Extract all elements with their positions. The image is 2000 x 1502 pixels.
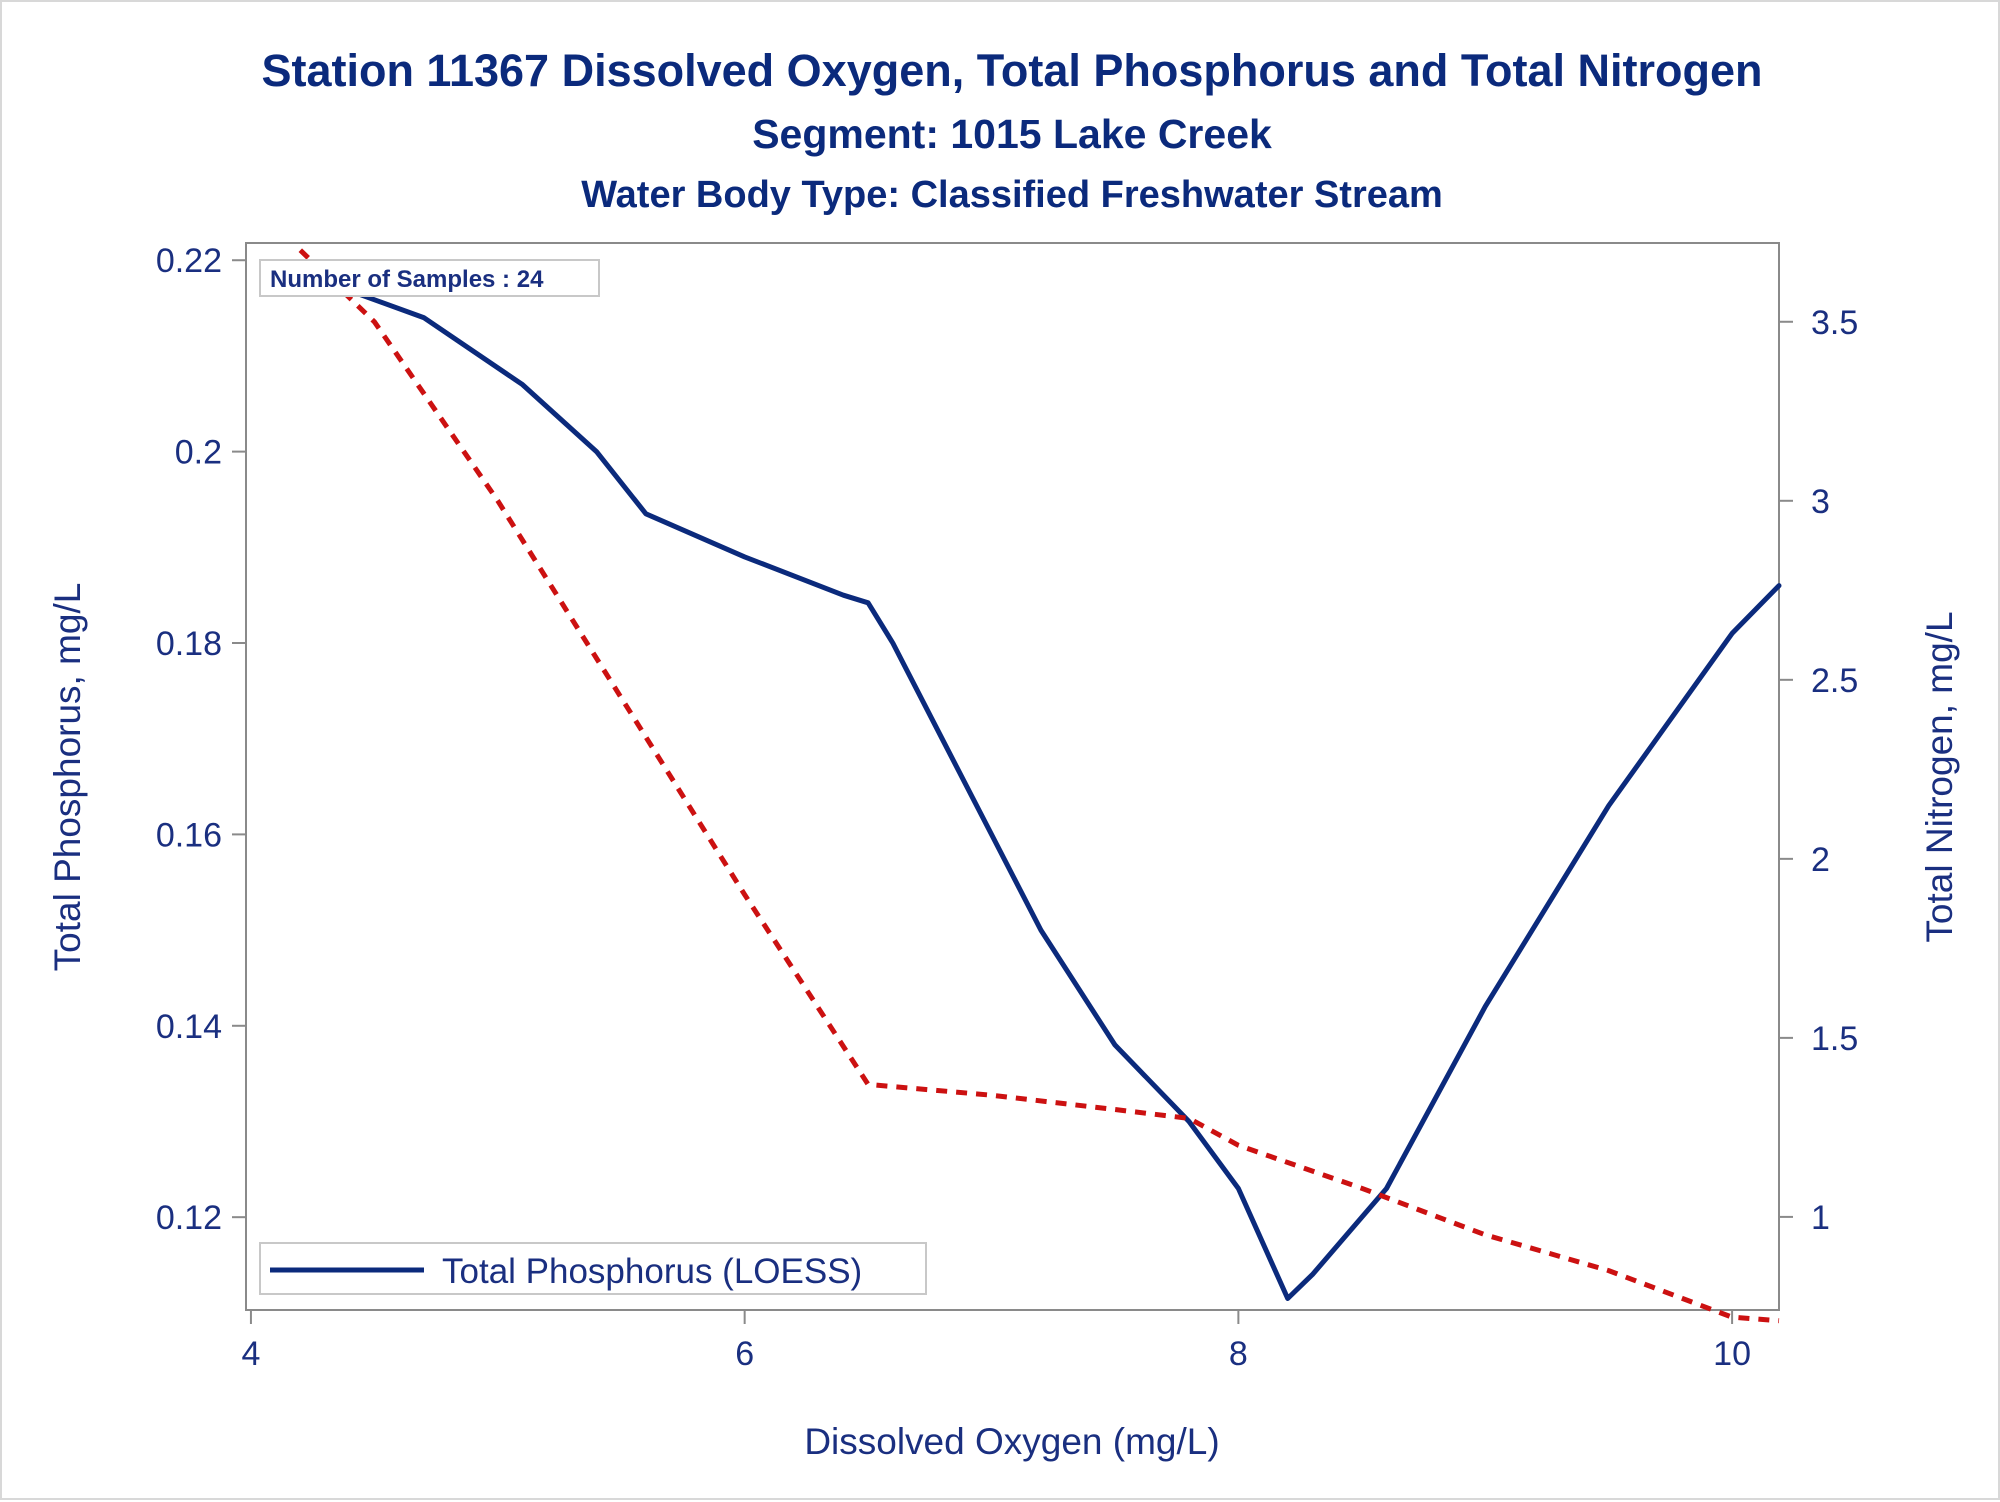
plot-area — [245, 242, 1780, 1311]
y-right-tick-label: 1 — [1811, 1199, 1830, 1237]
y-right-tick-label: 2.5 — [1811, 662, 1858, 700]
series-line-total-nitrogen — [298, 248, 1780, 1324]
chart-subtitle: Segment: 1015 Lake Creek — [752, 111, 1272, 157]
chart-title: Station 11367 Dissolved Oxygen, Total Ph… — [261, 45, 1762, 96]
x-tick-label: 6 — [735, 1335, 754, 1373]
y-left-tick-label: 0.16 — [156, 816, 222, 854]
y-left-tick-label: 0.14 — [156, 1008, 222, 1046]
y-axis-left-label: Total Phosphorus, mg/L — [47, 583, 88, 972]
x-axis: 4 6 8 10 — [241, 1310, 1751, 1373]
series-layer — [285, 248, 1782, 1324]
chart-subtitle-2: Water Body Type: Classified Freshwater S… — [581, 174, 1443, 216]
x-axis-label: Dissolved Oxygen (mg/L) — [804, 1421, 1219, 1462]
x-tick-label: 10 — [1713, 1335, 1751, 1373]
y-axis-right: 1 1.5 2 2.5 3 3.5 — [1779, 304, 1858, 1237]
y-left-tick-label: 0.12 — [156, 1199, 222, 1237]
y-right-tick-label: 3 — [1811, 483, 1830, 521]
y-axis-left: 0.12 0.14 0.16 0.18 0.2 0.22 — [156, 242, 246, 1237]
y-right-tick-label: 1.5 — [1811, 1020, 1858, 1058]
x-tick-label: 8 — [1229, 1335, 1248, 1373]
x-tick-label: 4 — [241, 1335, 260, 1373]
y-right-tick-label: 2 — [1811, 841, 1830, 879]
samples-annotation-box — [259, 259, 600, 297]
y-left-tick-label: 0.22 — [156, 242, 222, 280]
legend-label: Total Phosphorus (LOESS) — [442, 1252, 862, 1291]
y-left-tick-label: 0.18 — [156, 625, 222, 663]
series-line-total-phosphorus — [285, 262, 1782, 1301]
y-axis-right-label: Total Nitrogen, mg/L — [1919, 611, 1960, 942]
y-left-tick-label: 0.2 — [175, 434, 222, 472]
y-right-tick-label: 3.5 — [1811, 304, 1858, 342]
samples-annotation: Number of Samples : 24 — [270, 266, 544, 293]
